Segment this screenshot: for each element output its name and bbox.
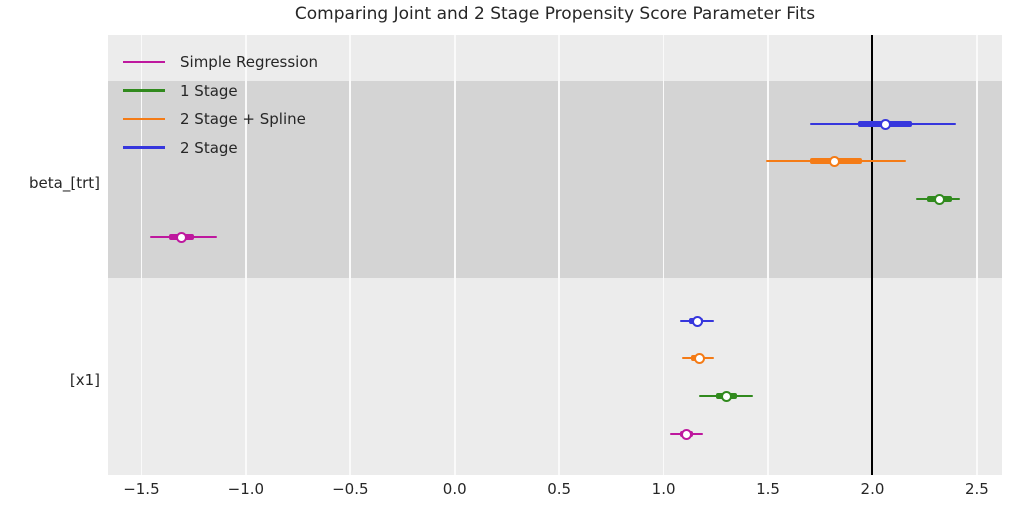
legend-line-sample (123, 89, 165, 92)
reference-line (871, 35, 874, 475)
point-estimate-marker (175, 231, 187, 243)
x-tick-label: −1.0 (227, 480, 265, 498)
x-tick-label: 2.5 (964, 480, 989, 498)
point-estimate-marker (829, 155, 841, 167)
x-tick-label: 0.0 (442, 480, 467, 498)
gridline (558, 35, 560, 475)
x-tick-label: 0.5 (547, 480, 572, 498)
point-estimate-marker (693, 352, 705, 364)
legend-line-sample (123, 146, 165, 149)
gridline (140, 35, 143, 475)
legend-line-sample (123, 60, 165, 64)
point-estimate-marker (691, 315, 703, 327)
y-tick-label: [x1] (69, 370, 100, 389)
point-estimate-marker (720, 390, 732, 402)
group-shading-band (108, 81, 1002, 278)
x-tick-label: 1.0 (651, 480, 676, 498)
chart-title: Comparing Joint and 2 Stage Propensity S… (294, 4, 816, 24)
point-estimate-marker (879, 118, 891, 130)
gridline (976, 35, 978, 475)
gridline (349, 35, 352, 475)
legend-item-label: 2 Stage + Spline (180, 110, 306, 128)
x-tick-label: −0.5 (332, 480, 369, 498)
y-tick-label: beta_[trt] (29, 173, 100, 192)
point-estimate-marker (681, 428, 693, 440)
plot-area: Simple Regression 1 Stage 2 Stage + Spline… (108, 35, 1002, 475)
x-tick-label: 1.5 (756, 480, 780, 498)
x-tick-label: 2.0 (860, 480, 885, 498)
gridline (245, 35, 247, 475)
gridline (453, 35, 456, 475)
legend-item-label: 2 Stage (180, 138, 238, 157)
gridline (767, 35, 769, 475)
legend-line-sample (123, 117, 165, 121)
legend-item-label: Simple Regression (180, 53, 319, 71)
x-tick-label: −1.5 (123, 480, 160, 498)
gridline (662, 35, 665, 475)
legend-item-label: 1 Stage (180, 81, 238, 100)
point-estimate-marker (933, 193, 945, 205)
